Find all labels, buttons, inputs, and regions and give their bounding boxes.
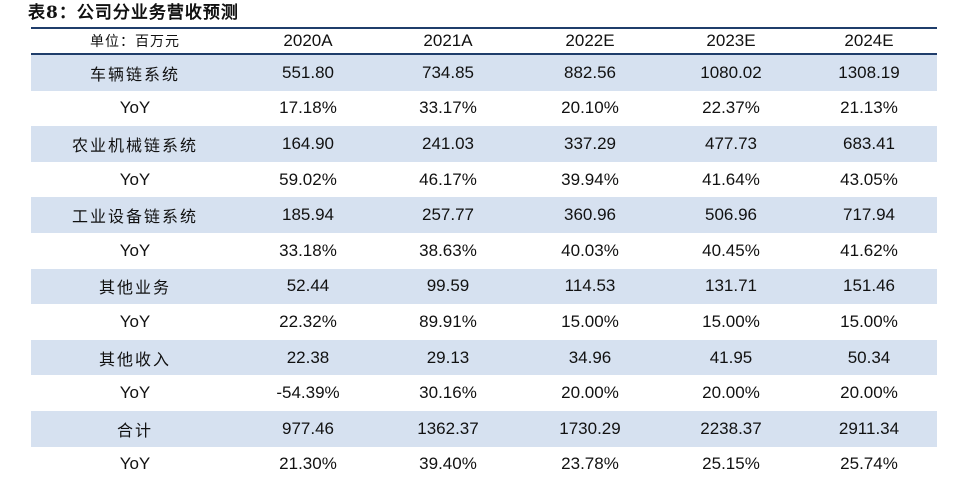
row-value: 257.77 [422, 205, 474, 225]
row-value: 52.44 [286, 276, 330, 296]
row-label: 工业设备链系统 [71, 207, 198, 227]
row-value: 360.96 [564, 205, 616, 225]
row-label: 农业机械链系统 [71, 135, 198, 155]
table-row: 工业设备链系统 185.94 257.77 360.96 506.96 717.94 [31, 197, 937, 233]
row-value: 22.38 [286, 347, 330, 367]
row-label: YoY [119, 383, 151, 403]
row-value: 477.73 [705, 133, 757, 153]
row-value: 59.02% [279, 169, 337, 189]
table-row: YoY -54.39% 30.16% 20.00% 20.00% 20.00% [31, 375, 937, 411]
row-value: 337.29 [564, 133, 616, 153]
row-value: 50.34 [847, 347, 891, 367]
header-2023e: 2023E [706, 31, 756, 50]
forecast-table: 单位：百万元 2020A 2021A 2022E 2023E 2024E 车辆链… [31, 27, 937, 482]
header-2021a: 2021A [423, 31, 473, 50]
row-label: YoY [119, 454, 151, 474]
row-label: YoY [119, 311, 151, 331]
table-row: 其他收入 22.38 29.13 34.96 41.95 50.34 [31, 339, 937, 376]
row-value: 20.00% [702, 383, 760, 403]
row-label: YoY [119, 98, 151, 118]
row-value: 1080.02 [700, 62, 762, 82]
row-value: 131.71 [705, 276, 757, 296]
table-row: 合计 977.46 1362.37 1730.29 2238.37 2911.34 [31, 410, 937, 447]
row-value: 15.00% [561, 311, 619, 331]
row-label: 其他收入 [98, 349, 171, 369]
table-row: YoY 59.02% 46.17% 39.94% 41.64% 43.05% [31, 162, 937, 198]
row-value: 33.18% [279, 240, 337, 260]
row-value: 185.94 [282, 205, 334, 225]
row-value: 977.46 [282, 418, 334, 438]
row-value: 20.10% [561, 98, 619, 118]
row-value: 15.00% [702, 311, 760, 331]
table-row: 农业机械链系统 164.90 241.03 337.29 477.73 683.41 [31, 126, 937, 162]
row-label: 车辆链系统 [89, 64, 180, 84]
row-value: 21.13% [840, 98, 898, 118]
header-2020a: 2020A [283, 31, 333, 50]
row-value: 29.13 [426, 347, 470, 367]
row-value: 23.78% [561, 454, 619, 474]
row-value: 164.90 [282, 133, 334, 153]
row-value: 25.15% [702, 454, 760, 474]
table-header-row: 单位：百万元 2020A 2021A 2022E 2023E 2024E [31, 29, 937, 55]
row-value: 46.17% [419, 169, 477, 189]
row-label: YoY [119, 240, 151, 260]
row-value: 40.45% [702, 240, 760, 260]
table-row: YoY 17.18% 33.17% 20.10% 22.37% 21.13% [31, 91, 937, 127]
row-value: 25.74% [840, 454, 898, 474]
row-label: 合计 [116, 420, 153, 440]
header-unit: 单位：百万元 [90, 34, 180, 50]
row-value: 551.80 [282, 62, 334, 82]
row-value: 1308.19 [838, 62, 900, 82]
row-value: 151.46 [843, 276, 895, 296]
row-value: -54.39% [276, 383, 340, 403]
header-2024e: 2024E [844, 31, 894, 50]
row-value: 2911.34 [838, 418, 900, 438]
table-title: 表8：公司分业务营收预测 [28, 3, 239, 23]
row-value: 15.00% [840, 311, 898, 331]
row-value: 683.41 [843, 133, 895, 153]
row-value: 41.62% [840, 240, 898, 260]
row-value: 41.64% [702, 169, 760, 189]
table-row: 其他业务 52.44 99.59 114.53 131.71 151.46 [31, 268, 937, 305]
row-value: 241.03 [422, 133, 474, 153]
row-value: 20.00% [840, 383, 898, 403]
row-value: 43.05% [840, 169, 898, 189]
row-value: 39.94% [561, 169, 619, 189]
row-value: 2238.37 [700, 418, 762, 438]
table-row: YoY 33.18% 38.63% 40.03% 40.45% 41.62% [31, 233, 937, 269]
row-value: 34.96 [568, 347, 612, 367]
row-value: 99.59 [426, 276, 470, 296]
row-value: 22.32% [279, 311, 337, 331]
row-value: 89.91% [419, 311, 477, 331]
row-value: 17.18% [279, 98, 337, 118]
table-row: YoY 21.30% 39.40% 23.78% 25.15% 25.74% [31, 447, 937, 482]
row-value: 734.85 [422, 62, 474, 82]
table-row: 车辆链系统 551.80 734.85 882.56 1080.02 1308.19 [31, 55, 937, 91]
row-value: 1730.29 [559, 418, 621, 438]
row-value: 30.16% [419, 383, 477, 403]
header-2022e: 2022E [565, 31, 615, 50]
row-value: 20.00% [561, 383, 619, 403]
row-value: 506.96 [705, 205, 757, 225]
table-row: YoY 22.32% 89.91% 15.00% 15.00% 15.00% [31, 304, 937, 340]
row-value: 39.40% [419, 454, 477, 474]
row-value: 40.03% [561, 240, 619, 260]
row-value: 717.94 [843, 205, 895, 225]
row-value: 41.95 [709, 347, 753, 367]
row-value: 22.37% [702, 98, 760, 118]
row-value: 33.17% [419, 98, 477, 118]
row-value: 882.56 [564, 62, 616, 82]
row-value: 21.30% [279, 454, 337, 474]
table-body: 车辆链系统 551.80 734.85 882.56 1080.02 1308.19 YoY… [31, 55, 937, 482]
row-value: 38.63% [419, 240, 477, 260]
row-value: 114.53 [564, 276, 616, 296]
row-label: YoY [119, 169, 151, 189]
row-value: 1362.37 [417, 418, 479, 438]
row-label: 其他业务 [98, 278, 171, 298]
